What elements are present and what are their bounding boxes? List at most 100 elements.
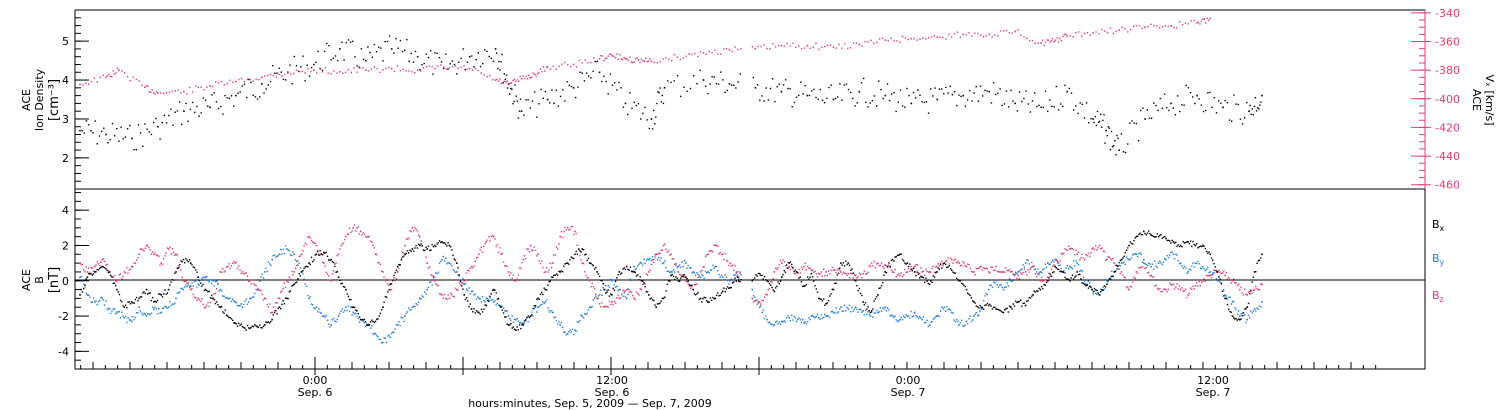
bz-point-59 — [515, 280, 517, 282]
bx-dot-941 — [1247, 302, 1250, 305]
bz-dot-508 — [704, 255, 707, 258]
by-dot-243 — [378, 338, 380, 341]
bz-dot-714 — [968, 264, 970, 266]
bz-dot-413 — [587, 276, 590, 279]
vx-dot-342 — [945, 38, 947, 40]
density-dot-222 — [533, 91, 536, 93]
bx-dot-1 — [80, 288, 82, 291]
by-point-23 — [249, 297, 251, 300]
bx-dot-691 — [939, 263, 942, 266]
bx-dot-81 — [179, 263, 181, 266]
bz-dot-187 — [309, 237, 311, 239]
bx-dot-8 — [89, 273, 91, 275]
density-dot-248 — [590, 77, 592, 79]
bx-dot-677 — [922, 276, 925, 279]
by-dot-630 — [864, 309, 867, 312]
bz-dot-728 — [985, 267, 987, 269]
density-dot-193 — [496, 52, 498, 54]
by-dot-476 — [665, 266, 667, 269]
bz-point-82 — [685, 280, 687, 282]
by-point-44 — [404, 315, 406, 317]
density-dot-208 — [512, 103, 514, 105]
by-dot-558 — [776, 320, 778, 322]
density-dot-206 — [510, 87, 512, 90]
bz-dot-827 — [1107, 256, 1109, 258]
bx-dot-512 — [709, 297, 712, 299]
bz-dot-872 — [1162, 288, 1165, 291]
vx-dot-422 — [1150, 23, 1152, 25]
bx-dot-702 — [953, 272, 955, 274]
by-dot-499 — [693, 272, 696, 274]
by-dot-295 — [442, 255, 444, 258]
by-dot-160 — [276, 255, 278, 257]
by-dot-53 — [144, 313, 146, 315]
bz-point-122 — [980, 265, 983, 268]
bz-dot-763 — [1028, 271, 1030, 273]
by-dot-733 — [991, 286, 994, 288]
by-dot-358 — [520, 321, 522, 324]
density-dot-227 — [544, 90, 547, 93]
bx-dot-356 — [517, 329, 519, 331]
density-point-37 — [1014, 102, 1016, 105]
bx-point-5 — [116, 288, 118, 291]
bx-dot-325 — [479, 313, 481, 315]
bz-dot-821 — [1100, 248, 1102, 250]
bz-dot-261 — [400, 257, 403, 260]
bx-point-132 — [1054, 265, 1056, 268]
bottom-tick-label-0: -4 — [58, 345, 69, 358]
vx-dot-319 — [878, 38, 881, 40]
legend-bx-label: B — [1432, 218, 1440, 231]
bz-dot-164 — [281, 290, 283, 292]
bx-dot-665 — [907, 265, 910, 268]
bz-point-86 — [714, 244, 717, 247]
by-dot-650 — [889, 315, 891, 317]
vx-dot-21 — [126, 75, 129, 78]
bz-dot-59 — [151, 251, 154, 253]
density-dot-220 — [529, 107, 531, 109]
density-dot-320 — [756, 84, 759, 86]
bz-point-134 — [1069, 248, 1071, 250]
bz-dot-771 — [1038, 273, 1040, 276]
vx-dot-13 — [111, 75, 113, 78]
top-left-tick-label-3: 5 — [62, 35, 69, 48]
density-dot-354 — [830, 84, 832, 86]
vx-dot-218 — [614, 57, 617, 59]
bx-dot-333 — [489, 295, 491, 298]
bz-point-40 — [374, 253, 377, 256]
by-dot-56 — [148, 313, 150, 315]
by-dot-729 — [986, 293, 989, 296]
by-dot-3 — [83, 283, 85, 285]
bz-dot-756 — [1020, 272, 1022, 274]
bz-dot-588 — [813, 271, 815, 273]
density-dot-98 — [291, 83, 293, 85]
bz-dot-391 — [560, 230, 563, 233]
bz-dot-124 — [232, 262, 234, 264]
density-point-9 — [313, 63, 315, 66]
bx-dot-467 — [654, 304, 656, 306]
bz-dot-491 — [683, 276, 686, 278]
by-dot-549 — [765, 315, 767, 317]
density-dot-385 — [897, 101, 899, 103]
vx-dot-19 — [121, 70, 123, 72]
bx-dot-453 — [637, 274, 639, 276]
by-dot-697 — [947, 309, 949, 311]
vx-dot-249 — [668, 58, 670, 61]
by-dot-230 — [362, 320, 364, 323]
bx-dot-639 — [875, 296, 878, 298]
by-dot-681 — [927, 325, 929, 328]
bz-dot-822 — [1101, 247, 1103, 249]
by-dot-163 — [280, 248, 282, 251]
bz-dot-181 — [302, 250, 304, 252]
by-dot-782 — [1052, 259, 1054, 261]
bz-dot-321 — [474, 260, 476, 263]
bx-point-110 — [891, 258, 894, 261]
density-dot-426 — [986, 90, 988, 92]
bx-dot-275 — [417, 243, 420, 246]
by-dot-703 — [954, 321, 957, 323]
bz-dot-597 — [824, 275, 826, 277]
vx-dot-173 — [523, 77, 526, 80]
vx-dot-259 — [697, 55, 699, 58]
by-point-53 — [470, 290, 473, 293]
vx-point-26 — [637, 59, 640, 61]
density-point-1 — [105, 133, 107, 136]
